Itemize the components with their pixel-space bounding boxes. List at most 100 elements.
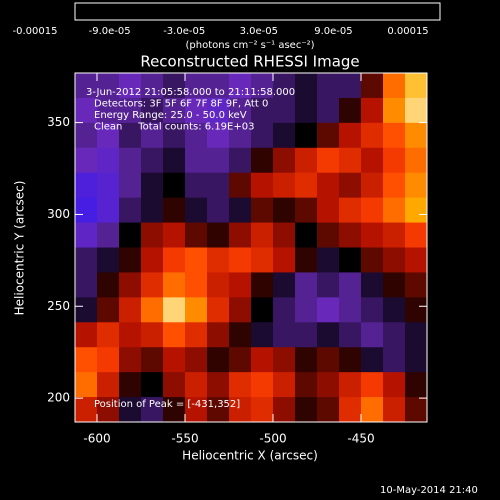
cell: [383, 147, 406, 174]
cell: [119, 322, 142, 348]
cell: [141, 397, 164, 423]
cell: [163, 322, 186, 348]
cell: [361, 397, 384, 423]
cell: [185, 372, 208, 398]
cell: [317, 197, 340, 224]
cell: [229, 172, 252, 199]
cell: [361, 372, 384, 398]
cell: [75, 172, 98, 199]
cell: [361, 147, 384, 174]
cell: [97, 322, 120, 348]
cell: [207, 247, 230, 273]
cell: [361, 172, 384, 199]
cell: [141, 372, 164, 398]
cell: [97, 247, 120, 273]
cell: [361, 272, 384, 298]
cell: [295, 122, 318, 149]
cell: [119, 122, 142, 149]
colorbar-tick-label: 3.0e-05: [240, 26, 278, 37]
cell: [229, 73, 252, 99]
cell: [75, 73, 98, 99]
cell: [163, 147, 186, 174]
cell: [163, 247, 186, 273]
cell: [383, 197, 406, 224]
cell: [185, 272, 208, 298]
cell: [185, 322, 208, 348]
y-tick-label: 200: [47, 391, 70, 405]
cell: [317, 397, 340, 423]
cell: [141, 297, 164, 323]
cell: [251, 122, 274, 149]
cell: [207, 322, 230, 348]
cell: [207, 147, 230, 174]
colorbar-tick-label: -3.0e-05: [163, 26, 205, 37]
cell: [119, 272, 142, 298]
cell: [97, 122, 120, 149]
cell: [339, 172, 362, 199]
cell: [97, 197, 120, 224]
cell: [273, 372, 296, 398]
cell: [295, 147, 318, 174]
cell: [97, 147, 120, 174]
cell: [405, 197, 428, 224]
cell: [317, 347, 340, 373]
peak-label: Position of Peak = [-431,352]: [94, 399, 240, 410]
cell: [251, 222, 274, 248]
cell: [405, 122, 428, 149]
cell: [141, 122, 164, 149]
cell: [207, 372, 230, 398]
cell: [207, 347, 230, 373]
colorbar-tick-label: 9.0e-05: [314, 26, 352, 37]
colorbar-tick-label: 0.00015: [387, 26, 428, 37]
cell: [295, 397, 318, 423]
cell: [75, 222, 98, 248]
cell: [361, 222, 384, 248]
cell: [339, 197, 362, 224]
cell: [75, 97, 98, 124]
cell: [119, 172, 142, 199]
cell: [163, 222, 186, 248]
cell: [317, 372, 340, 398]
cell: [229, 297, 252, 323]
cell: [339, 97, 362, 124]
cell: [141, 222, 164, 248]
cell: [141, 347, 164, 373]
image: [75, 73, 428, 423]
cell: [295, 372, 318, 398]
cell: [317, 247, 340, 273]
cell: [185, 197, 208, 224]
cell: [273, 147, 296, 174]
cell: [185, 122, 208, 149]
cell: [383, 272, 406, 298]
cell: [207, 297, 230, 323]
cell: [119, 247, 142, 273]
cell: [207, 197, 230, 224]
cell: [141, 322, 164, 348]
cell: [229, 372, 252, 398]
cell: [273, 73, 296, 99]
cell: [405, 322, 428, 348]
cell: [295, 172, 318, 199]
cell: [339, 347, 362, 373]
cell: [361, 73, 384, 99]
cell: [229, 122, 252, 149]
cell: [207, 122, 230, 149]
cell: [163, 347, 186, 373]
cell: [251, 347, 274, 373]
cell: [141, 73, 164, 99]
cell: [317, 73, 340, 99]
cell: [75, 372, 98, 398]
cell: [163, 297, 186, 323]
cell: [163, 73, 186, 99]
cell: [405, 397, 428, 423]
cell: [229, 397, 252, 423]
cell: [207, 272, 230, 298]
cell: [383, 372, 406, 398]
cell: [207, 172, 230, 199]
cell: [273, 347, 296, 373]
cell: [383, 297, 406, 323]
plot-frame: [74, 72, 428, 423]
x-axis-label: Heliocentric X (arcsec): [182, 449, 318, 463]
cell: [251, 197, 274, 224]
